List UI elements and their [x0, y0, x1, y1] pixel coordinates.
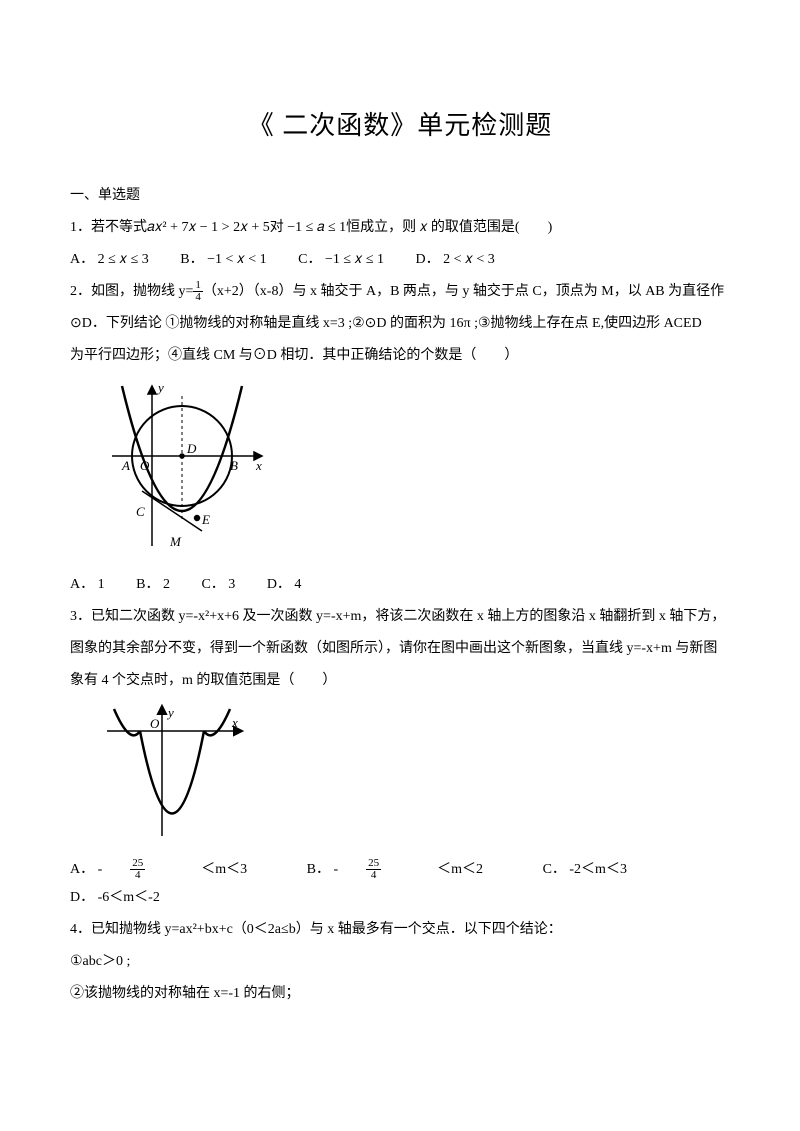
- q3-opt-b: B． - 254 ＜m＜2: [307, 856, 511, 884]
- y-arrow-icon: [148, 386, 156, 394]
- label-e: E: [201, 512, 210, 527]
- q2-text-1a: 2．如图，抛物线 y=: [70, 284, 193, 299]
- q3-b-post: ＜m＜2: [437, 856, 483, 884]
- reflected-arc: [140, 731, 204, 814]
- q4-line1: 4．已知抛物线 y=ax²+bx+c（0＜2a≤b）与 x 轴最多有一个交点．以…: [70, 916, 730, 944]
- label-d: D: [186, 441, 197, 456]
- q2-options: A． 1 B． 2 C． 3 D． 4: [70, 571, 730, 599]
- q3-a-post: ＜m＜3: [201, 856, 247, 884]
- label-o-2: O: [150, 716, 160, 731]
- point-d: [180, 454, 184, 458]
- q2-svg: y x A O B D C E M: [102, 376, 272, 556]
- q1-options: A． 2 ≤ 𝑥 ≤ 3 B． −1 < 𝑥 < 1 C． −1 ≤ 𝑥 ≤ 1…: [70, 246, 730, 274]
- y-arrow-2-icon: [158, 706, 166, 714]
- q3-opt-c: C． -2＜m＜3: [543, 856, 627, 884]
- label-y-2: y: [166, 705, 174, 720]
- label-c: C: [136, 504, 145, 519]
- q1-opt-c: C． −1 ≤ 𝑥 ≤ 1: [298, 246, 384, 274]
- label-b: B: [230, 458, 238, 473]
- q1-opt-b: B． −1 < 𝑥 < 1: [180, 246, 266, 274]
- q2-opt-c: C． 3: [201, 571, 235, 599]
- q2-opt-b: B． 2: [136, 571, 170, 599]
- q3-a-pre: A． -: [70, 856, 102, 884]
- q2-text-1b: （x+2）（x-8）与 x 轴交于 A，B 两点，与 y 轴交于点 C，顶点为 …: [203, 284, 724, 299]
- q3-opt-a: A． - 254 ＜m＜3: [70, 856, 275, 884]
- point-e: [195, 516, 200, 521]
- q2-line3: 为平行四边形；④直线 CM 与⊙D 相切．其中正确结论的个数是（ ）: [70, 342, 730, 370]
- label-o: O: [140, 458, 150, 473]
- q3-a-frac: 254: [130, 858, 173, 881]
- q2-line1: 2．如图，抛物线 y=14（x+2）（x-8）与 x 轴交于 A，B 两点，与 …: [70, 278, 730, 306]
- doc-title: 《 二次函数》单元检测题: [70, 100, 730, 152]
- q3-line2: 图象的其余部分不变，得到一个新函数（如图所示），请你在图中画出这个新图象，当直线…: [70, 635, 730, 663]
- q3-opt-d: D． -6＜m＜-2: [70, 884, 160, 912]
- q3-line3: 象有 4 个交点时，m 的取值范围是（ ）: [70, 667, 730, 695]
- q1-opt-a: A． 2 ≤ 𝑥 ≤ 3: [70, 246, 149, 274]
- q3-b-frac: 254: [366, 858, 409, 881]
- q3-a-den: 4: [130, 870, 145, 881]
- q3-b-pre: B． -: [307, 856, 339, 884]
- q3-figure: y x O: [102, 701, 730, 852]
- q2-opt-a: A． 1: [70, 571, 105, 599]
- q3-line1: 3．已知二次函数 y=-x²+x+6 及一次函数 y=-x+m，将该二次函数在 …: [70, 603, 730, 631]
- q2-frac-den: 4: [193, 292, 203, 303]
- q2-fraction: 14: [193, 280, 203, 303]
- q1-stem: 1．若不等式𝑎𝑥² + 7𝑥 − 1 > 2𝑥 + 5对 −1 ≤ 𝑎 ≤ 1恒…: [70, 214, 730, 242]
- page: 《 二次函数》单元检测题 一、单选题 1．若不等式𝑎𝑥² + 7𝑥 − 1 > …: [0, 0, 800, 1131]
- q2-line2: ⊙D．下列结论 ①抛物线的对称轴是直线 x=3 ;②⊙D 的面积为 16π ;③…: [70, 310, 730, 338]
- q2-opt-d: D． 4: [267, 571, 302, 599]
- q4-line3: ②该抛物线的对称轴在 x=-1 的右侧；: [70, 980, 730, 1008]
- q3-b-den: 4: [366, 870, 381, 881]
- q3-svg: y x O: [102, 701, 252, 841]
- label-m: M: [169, 534, 182, 549]
- q1-text-a: 1．若不等式: [70, 220, 147, 235]
- line-cm: [142, 491, 202, 531]
- q4-line2: ①abc＞0 ;: [70, 948, 730, 976]
- q1-expr: 𝑎𝑥² + 7𝑥 − 1 > 2𝑥 + 5对 −1 ≤ 𝑎 ≤ 1恒成立，则 𝑥…: [147, 220, 552, 235]
- label-x-2: x: [231, 715, 238, 730]
- q2-figure: y x A O B D C E M: [102, 376, 730, 567]
- label-x: x: [255, 458, 262, 473]
- section-heading: 一、单选题: [70, 182, 730, 210]
- label-y: y: [156, 380, 164, 395]
- label-a: A: [121, 458, 130, 473]
- q3-options: A． - 254 ＜m＜3 B． - 254 ＜m＜2 C． -2＜m＜3 D． -6＜…: [70, 856, 730, 912]
- q1-opt-d: D． 2 < 𝑥 < 3: [416, 246, 495, 274]
